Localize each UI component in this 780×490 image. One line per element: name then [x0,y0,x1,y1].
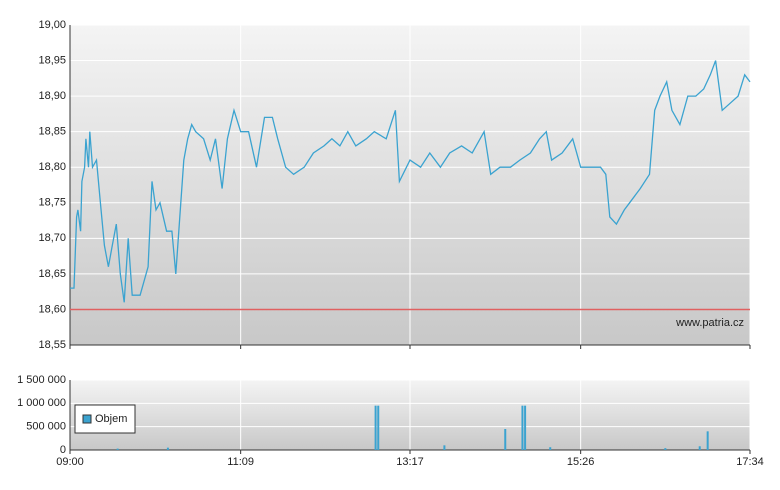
y-tick-label: 18,65 [38,268,66,280]
y-tick-label: 18,90 [38,90,66,102]
volume-bar [549,447,552,450]
legend-swatch [82,414,92,424]
y-tick-label: 18,85 [38,126,66,138]
volume-bar [706,431,709,450]
y-tick-label: 18,75 [38,197,66,209]
x-tick-label: 09:00 [56,456,84,468]
volume-bar [698,446,701,450]
volume-bar [377,405,380,450]
volume-bar [374,405,377,450]
y-tick-label: 0 [60,444,66,456]
y-tick-label: 18,95 [38,54,66,66]
legend-label: Objem [95,413,127,425]
y-tick-label: 18,55 [38,339,66,351]
volume-bar [166,447,169,450]
volume-bar [521,405,524,450]
y-tick-label: 500 000 [26,421,66,433]
x-tick-label: 17:34 [736,456,764,468]
y-tick-label: 19,00 [38,19,66,31]
y-tick-label: 18,80 [38,161,66,173]
watermark: www.patria.cz [675,317,744,329]
volume-bar [504,429,507,450]
volume-bar [664,448,667,450]
price-line [70,60,751,303]
y-tick-label: 1 500 000 [17,374,66,386]
x-tick-label: 15:26 [567,456,595,468]
y-tick-label: 18,70 [38,232,66,244]
x-tick-label: 11:09 [227,456,254,468]
volume-bar [524,405,527,450]
x-tick-label: 13:17 [396,456,424,468]
volume-bar [116,448,119,450]
y-tick-label: 18,60 [38,303,66,315]
y-tick-label: 1 000 000 [17,397,66,409]
volume-bar [443,445,446,450]
